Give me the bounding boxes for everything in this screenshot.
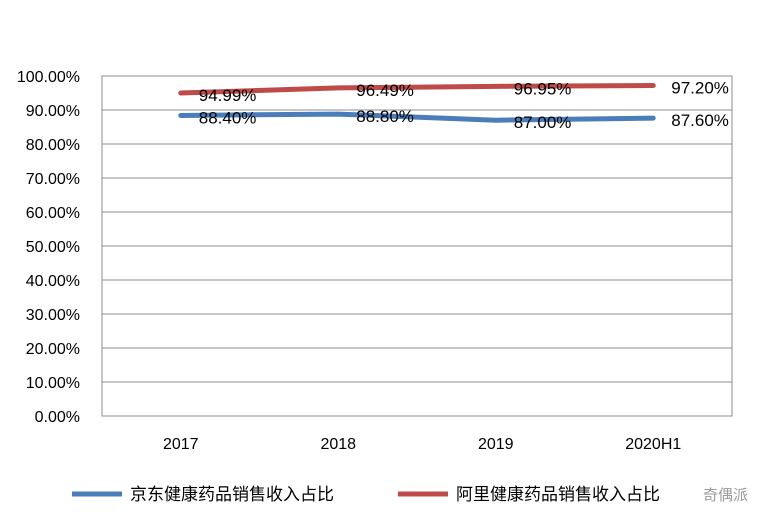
data-label: 96.49%	[356, 81, 414, 100]
x-tick-label: 2017	[163, 436, 199, 453]
y-tick-label: 80.00%	[26, 137, 80, 154]
legend-label-jd: 京东健康药品销售收入占比	[130, 485, 334, 505]
data-label: 96.95%	[514, 79, 572, 98]
gridlines	[101, 75, 733, 417]
y-tick-label: 30.00%	[26, 307, 80, 324]
data-label: 87.00%	[514, 113, 572, 132]
x-axis-tick-labels: 2017 2018 2019 2020H1	[163, 436, 681, 453]
series-line-ali	[178, 83, 656, 96]
data-label: 87.60%	[671, 111, 729, 130]
plot-area-border	[101, 75, 733, 417]
x-tick-label: 2020H1	[625, 436, 681, 453]
series-line-jd	[178, 111, 656, 123]
y-tick-label: 10.00%	[26, 375, 80, 392]
data-label: 88.80%	[356, 107, 414, 126]
y-tick-label: 40.00%	[26, 273, 80, 290]
watermark-text: 奇偶派	[703, 486, 748, 504]
data-label: 88.40%	[199, 108, 257, 127]
y-tick-label: 70.00%	[26, 171, 80, 188]
x-tick-label: 2019	[478, 436, 514, 453]
y-tick-label: 50.00%	[26, 239, 80, 256]
y-axis-tick-labels: 0.00% 10.00% 20.00% 30.00% 40.00% 50.00% 60.00…	[17, 69, 80, 426]
legend: 京东健康药品销售收入占比 阿里健康药品销售收入占比	[72, 485, 660, 505]
x-tick-label: 2018	[320, 436, 356, 453]
y-tick-label: 0.00%	[35, 409, 80, 426]
y-tick-label: 60.00%	[26, 205, 80, 222]
y-tick-label: 20.00%	[26, 341, 80, 358]
data-label: 94.99%	[199, 86, 257, 105]
data-labels: 88.40% 88.80% 87.00% 87.60% 94.99% 96.49% 96.9…	[199, 79, 729, 133]
data-label: 97.20%	[671, 79, 729, 98]
legend-label-ali: 阿里健康药品销售收入占比	[456, 485, 660, 505]
series-lines	[178, 83, 656, 123]
y-tick-label: 90.00%	[26, 103, 80, 120]
y-tick-label: 100.00%	[17, 69, 80, 86]
